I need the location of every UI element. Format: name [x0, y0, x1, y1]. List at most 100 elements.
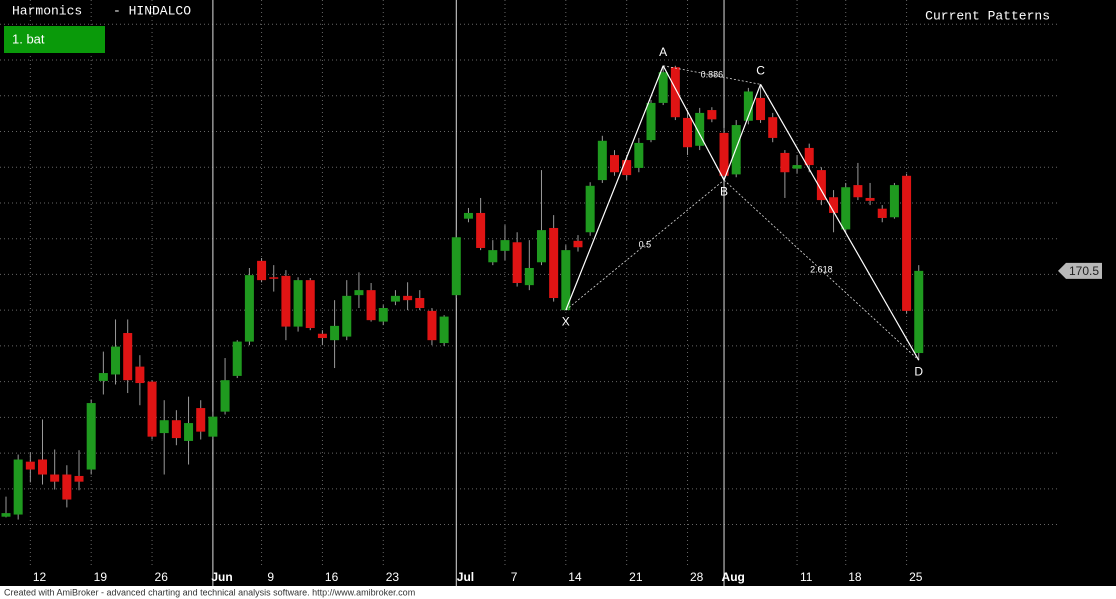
candle-body: [330, 325, 340, 341]
candle-body: [305, 280, 315, 329]
candle-body: [98, 373, 108, 381]
pattern-point-label: A: [659, 45, 667, 59]
candle-body: [159, 420, 169, 434]
last-price-label: 170.5: [1069, 264, 1099, 278]
candle-body: [816, 170, 826, 201]
candle-body: [269, 277, 279, 279]
candle-body: [512, 242, 522, 283]
pattern-ratio-leg: [723, 179, 920, 361]
candle-body: [135, 366, 145, 384]
chart-subtitle: - HINDALCO: [113, 3, 191, 18]
x-axis: 12 19 26 Jun 9 16 23 Jul 7 14 21 28 Aug 11 18 25: [33, 570, 923, 584]
candle-body: [415, 298, 425, 309]
x-tick-label: Aug: [722, 570, 745, 584]
x-tick-label: 26: [155, 570, 169, 584]
candle-body: [524, 267, 534, 286]
candle-body: [573, 240, 583, 248]
candle-body: [50, 474, 60, 482]
candle-body: [257, 260, 267, 281]
pattern-point-label: D: [914, 364, 923, 378]
candle-body: [585, 185, 595, 233]
x-tick-label: 14: [568, 570, 582, 584]
candle-body: [610, 155, 619, 173]
pattern-point-label: B: [720, 184, 728, 198]
candle-body: [123, 333, 133, 381]
candle-body: [342, 295, 352, 337]
candle-body: [536, 230, 546, 263]
pattern-name[interactable]: 1. bat: [12, 31, 45, 46]
candle-body: [622, 160, 632, 176]
candle-body: [670, 67, 680, 118]
candle-body: [220, 380, 230, 412]
candle-body: [561, 250, 571, 311]
panel-title: Current Patterns: [925, 8, 1050, 23]
candle-body: [244, 275, 254, 342]
candle-body: [208, 416, 218, 437]
candle-body: [232, 341, 242, 376]
candle-body: [403, 295, 413, 301]
x-tick-label: Jun: [211, 570, 232, 584]
pattern-leg: [565, 65, 664, 311]
candle-body: [914, 270, 924, 354]
candle-body: [597, 140, 607, 181]
candle-body: [25, 461, 35, 470]
x-tick-label: 12: [33, 570, 47, 584]
candle-body: [427, 310, 437, 341]
candle-body: [768, 117, 778, 138]
pattern-leg: [723, 84, 762, 181]
candle-body: [695, 112, 705, 146]
candle-body: [865, 197, 875, 201]
candle-body: [147, 381, 157, 437]
pattern-leg: [760, 84, 920, 361]
candle-body: [171, 420, 181, 439]
pattern-ratio-label: 0.886: [701, 69, 724, 79]
candle-body: [719, 132, 729, 176]
x-tick-label: 16: [325, 570, 339, 584]
candle-body: [877, 208, 887, 218]
candle-body: [1, 513, 11, 517]
last-price-tag: [1058, 262, 1102, 279]
candle-body: [829, 197, 839, 213]
candle-body: [281, 275, 291, 327]
candle-body: [111, 346, 121, 375]
candle-body: [196, 408, 206, 432]
chart-title: Harmonics: [12, 3, 82, 18]
candle-body: [74, 475, 84, 482]
candle-body: [853, 185, 863, 198]
candle-body: [804, 147, 814, 166]
candle-body: [13, 459, 23, 515]
pattern-ratio-label: 0.5: [639, 239, 652, 249]
candle-body: [889, 185, 899, 218]
candle-body: [378, 308, 388, 322]
candle-body: [646, 102, 656, 141]
candle-body: [549, 227, 559, 299]
x-tick-label: Jul: [457, 570, 474, 584]
candle-body: [354, 290, 364, 296]
candle-body: [390, 295, 400, 302]
candle-body: [500, 240, 510, 251]
candles: [1, 65, 924, 520]
pattern-badge[interactable]: [4, 26, 105, 53]
x-tick-label: 23: [386, 570, 400, 584]
candle-body: [476, 212, 486, 248]
candle-body: [366, 290, 376, 321]
candle-body: [317, 333, 327, 339]
x-tick-label: 7: [511, 570, 518, 584]
candle-body: [902, 175, 912, 311]
candle-body: [293, 280, 303, 327]
candle-body: [780, 152, 790, 173]
candle-body: [184, 423, 194, 441]
x-tick-label: 19: [94, 570, 108, 584]
x-tick-label: 21: [629, 570, 643, 584]
candle-body: [488, 250, 498, 263]
pattern-ratio-leg: [663, 65, 761, 85]
footer-bar: [0, 586, 1116, 599]
footer-text: Created with AmiBroker - advanced charti…: [4, 587, 415, 597]
pattern-ratio-label: 2.618: [810, 265, 833, 275]
x-tick-label: 11: [800, 570, 813, 584]
x-tick-label: 28: [690, 570, 704, 584]
candle-body: [62, 474, 72, 500]
